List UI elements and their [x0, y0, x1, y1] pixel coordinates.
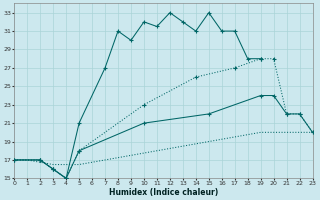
X-axis label: Humidex (Indice chaleur): Humidex (Indice chaleur) [109, 188, 218, 197]
